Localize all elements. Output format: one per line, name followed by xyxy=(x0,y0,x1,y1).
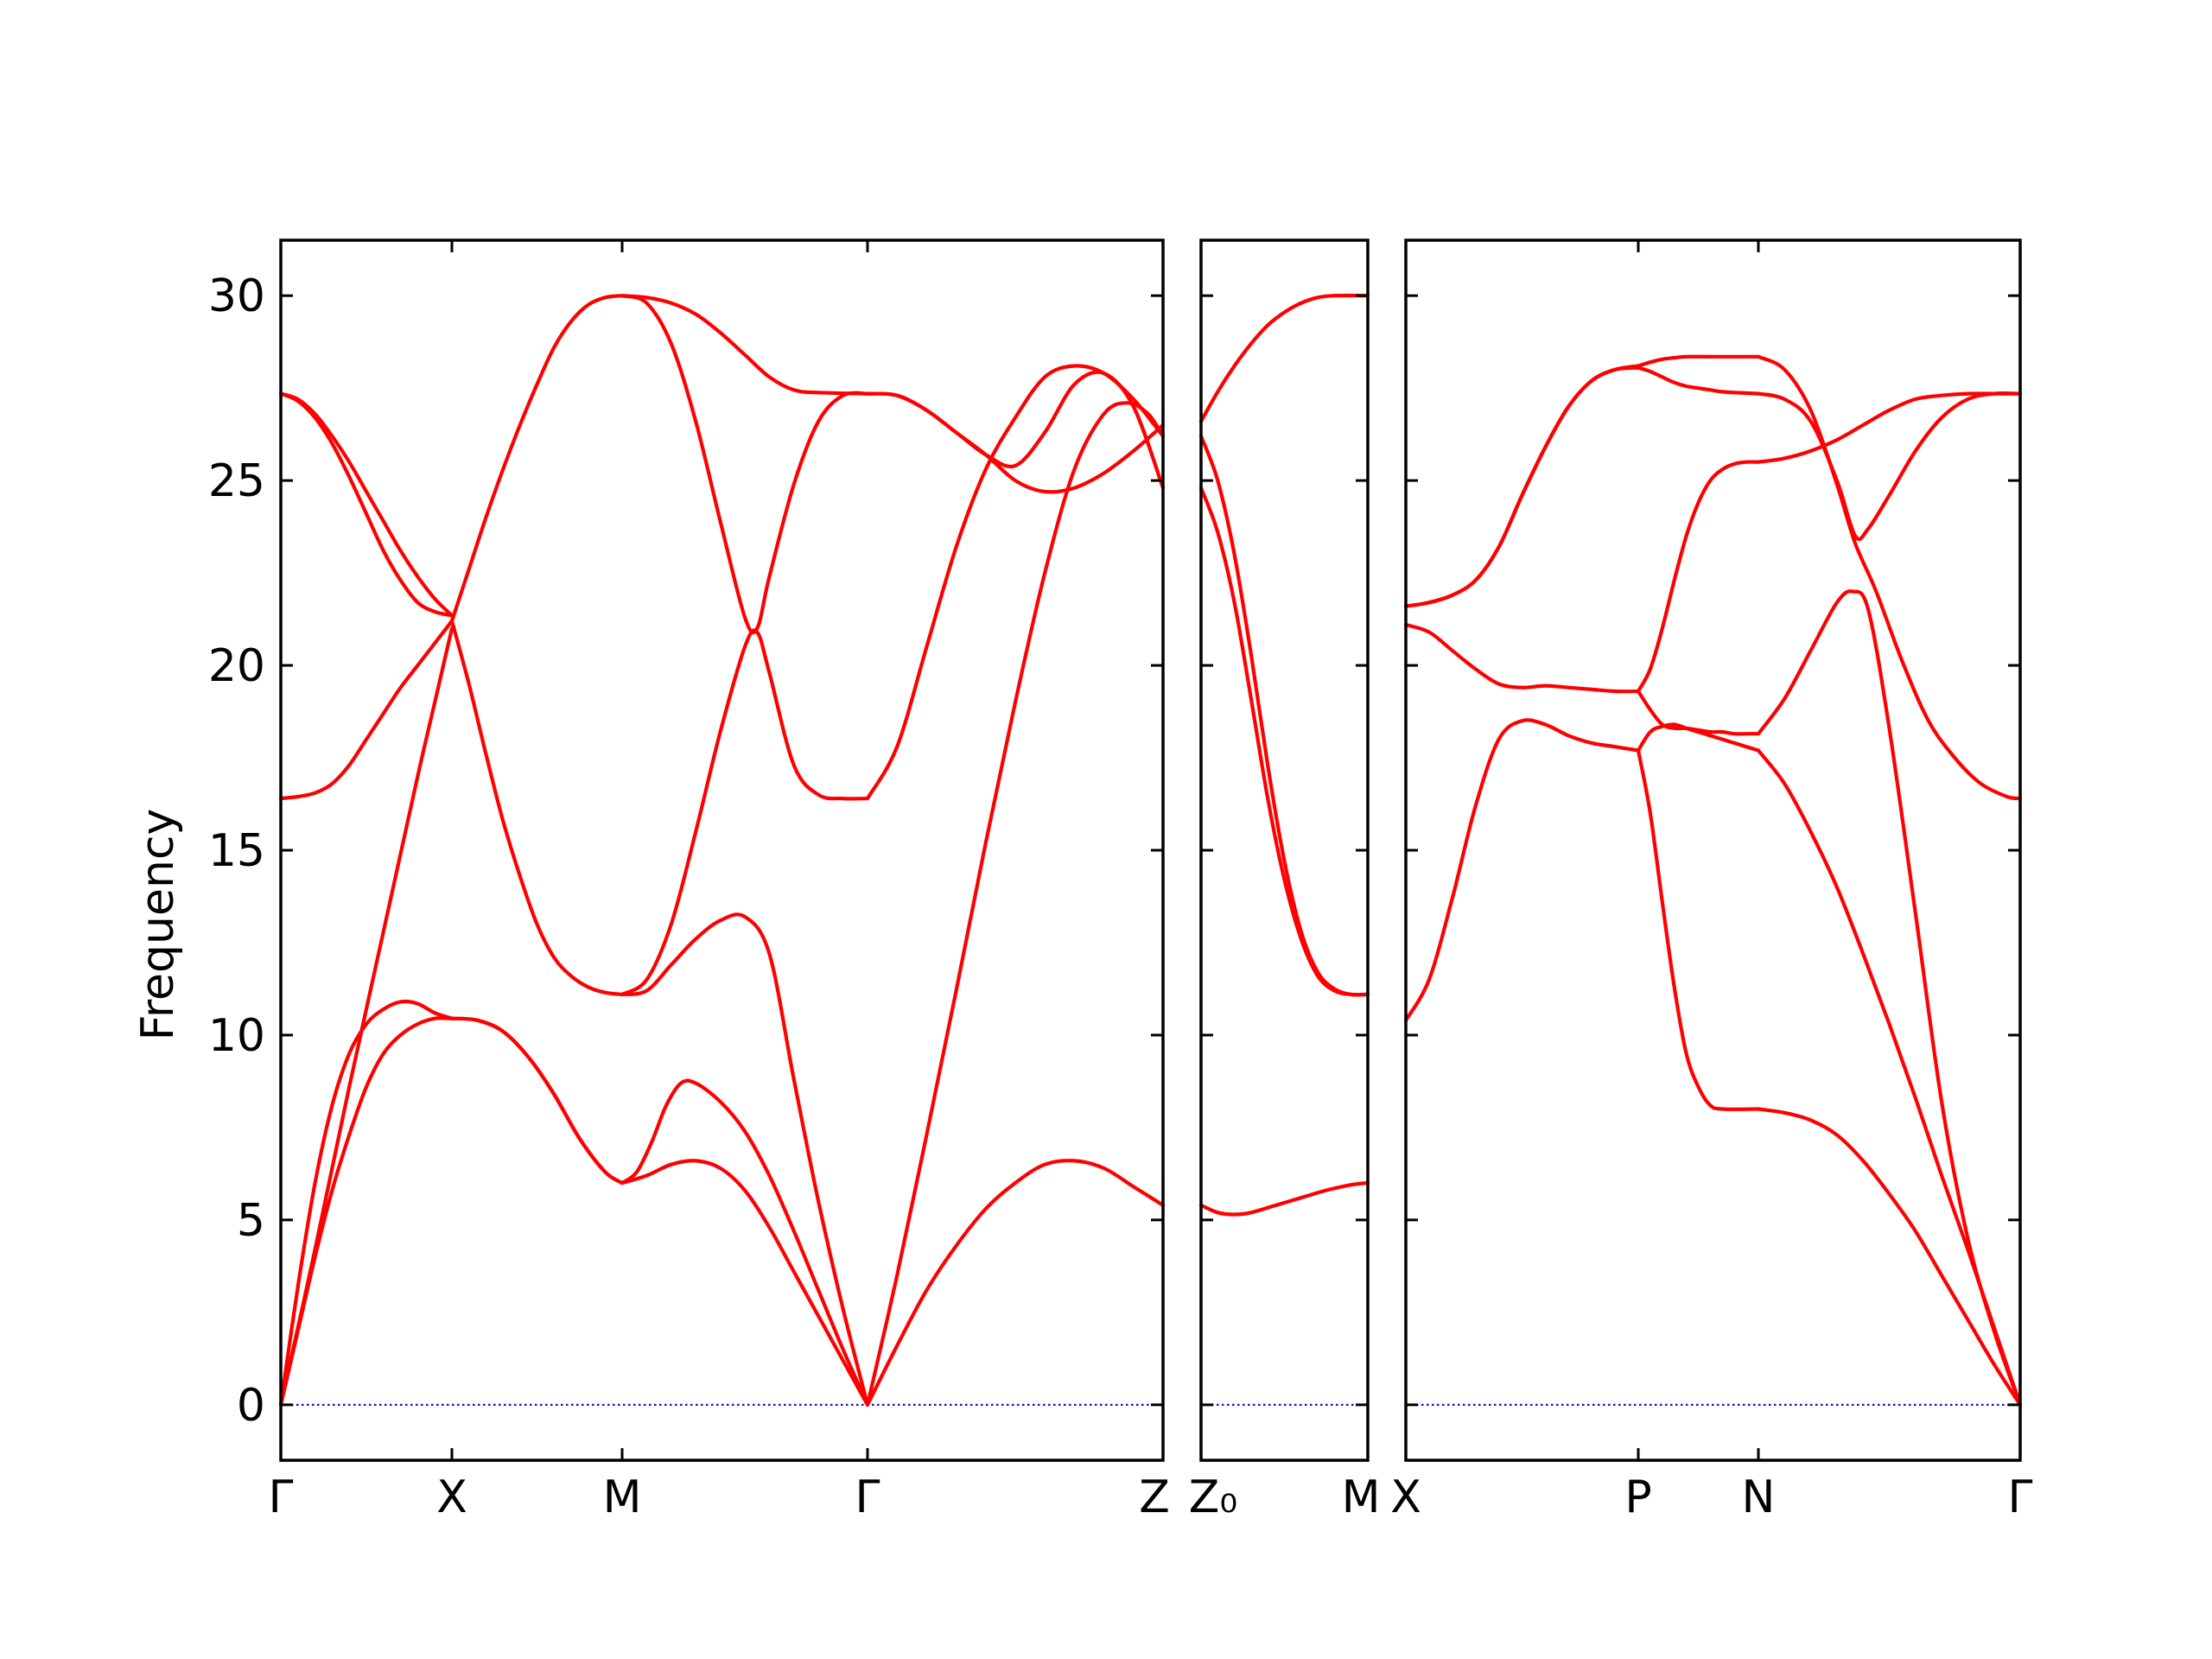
x-tick-label: Γ xyxy=(2008,1471,2033,1523)
band-line-p1-s4-b1 xyxy=(865,1159,1166,1407)
band-line-p3-s2-b4 xyxy=(1636,460,1761,694)
band-line-p3-s2-b6 xyxy=(1636,354,1761,368)
band-line-p1-s4-b2 xyxy=(865,401,1166,1407)
band-line-p1-s1-b4 xyxy=(278,619,454,801)
x-tick-label: M xyxy=(1342,1471,1381,1523)
y-tick-label: 25 xyxy=(208,455,265,507)
y-tick-label: 30 xyxy=(208,270,265,322)
y-tick-label: 0 xyxy=(237,1380,265,1432)
band-line-p3-s3-b5 xyxy=(1756,391,2023,542)
band-line-p1-s1-b5 xyxy=(278,391,454,618)
panel-2: Z₀ M xyxy=(1189,238,1381,1523)
panel-1: Γ X M Γ Z 0 5 10 15 20 25 30 xyxy=(208,238,1170,1523)
x-tick-label: Z xyxy=(1139,1471,1170,1523)
band-line-p3-s1-b2 xyxy=(1403,622,1641,694)
band-line-p1-s2-b2 xyxy=(449,1016,625,1185)
y-axis-label: Frequency xyxy=(132,809,184,1041)
band-line-p2-s1-b4 xyxy=(1198,486,1370,997)
band-line-p3-s2-b5 xyxy=(1636,365,1761,396)
band-line-p3-s3-b4 xyxy=(1756,391,2023,464)
band-line-p1-s1-b6 xyxy=(278,391,454,618)
band-line-p3-s1-b4 xyxy=(1403,364,1641,608)
x-tick-label: N xyxy=(1742,1471,1776,1523)
band-line-p2-s1-b1 xyxy=(1198,1181,1370,1217)
band-line-p1-s3-b4 xyxy=(620,628,870,996)
y-tick-label: 10 xyxy=(208,1010,265,1062)
band-line-p1-s2-b1 xyxy=(449,1016,625,1185)
band-line-p1-s3-b6 xyxy=(620,294,870,396)
y-tick-label: 15 xyxy=(208,825,265,877)
panel-frame xyxy=(1404,238,2022,1462)
band-line-p3-s3-b6 xyxy=(1756,354,2023,801)
x-tick-label: Z₀ xyxy=(1189,1471,1237,1523)
band-line-p1-s3-b5 xyxy=(620,294,870,635)
band-line-p3-s2-b1 xyxy=(1636,748,1761,1111)
band-line-p1-s2-b4 xyxy=(449,294,625,623)
band-line-p1-s3-b1 xyxy=(620,1078,870,1407)
band-line-p3-s2-b2 xyxy=(1636,722,1761,753)
x-tick-label: X xyxy=(436,1471,467,1523)
band-line-p1-s1-b3 xyxy=(278,626,454,1407)
band-line-p3-s3-b3 xyxy=(1756,589,2023,1407)
y-tick-label: 5 xyxy=(237,1195,265,1247)
band-line-p1-s4-b4 xyxy=(865,391,1166,494)
band-line-p2-s1-b3 xyxy=(1198,434,1370,997)
x-tick-label: Γ xyxy=(855,1471,880,1523)
band-line-p1-s1-b2 xyxy=(278,999,454,1407)
x-tick-label: M xyxy=(603,1471,642,1523)
band-line-p3-s3-b2 xyxy=(1756,748,2023,1407)
band-line-p2-s1-b2 xyxy=(1198,293,1370,423)
band-line-p3-s1-b3 xyxy=(1403,365,1641,608)
band-line-p3-s3-b1 xyxy=(1756,1107,2023,1407)
band-line-p1-s4-b5 xyxy=(865,370,1166,490)
band-line-p1-s4-b3 xyxy=(865,364,1166,801)
y-tick-label: 20 xyxy=(208,640,265,692)
band-line-p1-s2-b3 xyxy=(449,619,625,996)
x-tick-label: Γ xyxy=(269,1471,294,1523)
x-tick-label: P xyxy=(1624,1471,1651,1523)
band-line-p3-s2-b3 xyxy=(1636,689,1761,736)
band-line-p1-s3-b2 xyxy=(620,1159,870,1407)
panel-frame xyxy=(1199,238,1370,1462)
panel-frame xyxy=(279,238,1165,1462)
band-line-p1-s1-b1 xyxy=(278,1016,454,1407)
band-line-p1-s3-b3 xyxy=(620,912,870,1407)
x-tick-label: X xyxy=(1390,1471,1421,1523)
band-line-p3-s1-b1 xyxy=(1403,718,1641,1022)
